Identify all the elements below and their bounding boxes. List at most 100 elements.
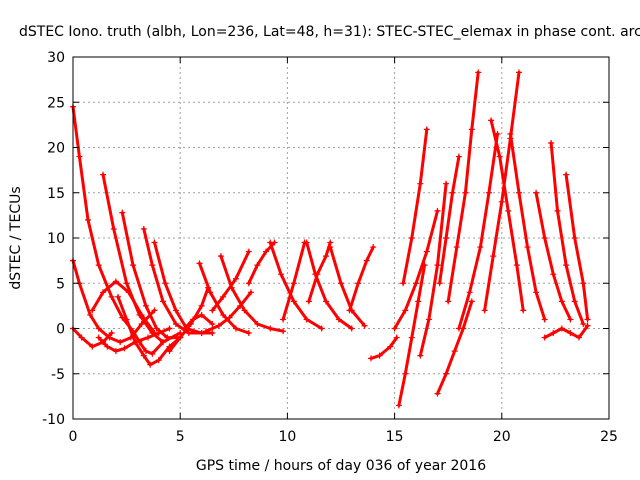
series-arc-10 bbox=[153, 241, 214, 335]
data-point bbox=[408, 235, 415, 241]
data-point bbox=[533, 189, 540, 196]
data-point bbox=[280, 316, 287, 323]
data-point bbox=[490, 253, 497, 260]
data-point bbox=[166, 325, 173, 332]
data-point bbox=[160, 339, 167, 346]
data-point bbox=[228, 284, 235, 291]
data-point bbox=[423, 248, 430, 255]
data-point bbox=[202, 328, 209, 335]
data-point bbox=[267, 239, 274, 246]
data-point bbox=[395, 402, 402, 409]
data-point bbox=[563, 262, 570, 269]
data-point bbox=[151, 239, 158, 246]
data-point bbox=[402, 370, 409, 377]
data-point bbox=[140, 352, 147, 359]
data-point bbox=[132, 339, 139, 346]
data-point bbox=[481, 307, 488, 314]
plot-frame bbox=[72, 56, 610, 420]
data-point bbox=[580, 320, 587, 327]
data-point bbox=[462, 189, 469, 196]
data-point bbox=[95, 334, 102, 341]
data-point bbox=[196, 260, 203, 267]
data-point bbox=[76, 153, 83, 160]
data-point bbox=[85, 216, 92, 223]
y-tick-label: 25 bbox=[47, 95, 65, 111]
data-point bbox=[434, 390, 441, 397]
data-point bbox=[160, 298, 167, 305]
data-point bbox=[505, 207, 512, 214]
data-point bbox=[198, 311, 205, 318]
data-point bbox=[95, 325, 102, 332]
data-point bbox=[515, 69, 522, 76]
data-point bbox=[145, 334, 152, 341]
data-point bbox=[207, 289, 214, 296]
data-point bbox=[335, 316, 342, 323]
series-arc-37 bbox=[549, 141, 585, 326]
data-point bbox=[147, 361, 154, 368]
data-point bbox=[254, 320, 261, 327]
data-point bbox=[112, 348, 119, 355]
data-point bbox=[142, 348, 149, 355]
data-point bbox=[402, 307, 409, 314]
data-point bbox=[558, 298, 565, 305]
series-arc-17 bbox=[247, 241, 276, 285]
data-point bbox=[466, 289, 473, 296]
data-point bbox=[387, 343, 394, 350]
data-point bbox=[280, 328, 287, 335]
data-point bbox=[361, 322, 368, 329]
data-point bbox=[115, 293, 122, 300]
data-point bbox=[155, 357, 162, 364]
data-point bbox=[550, 271, 557, 278]
data-point bbox=[108, 293, 115, 300]
data-point bbox=[220, 311, 227, 318]
data-point bbox=[119, 209, 126, 216]
data-point bbox=[290, 280, 297, 287]
data-point bbox=[496, 153, 503, 160]
data-point bbox=[322, 298, 329, 305]
data-point bbox=[100, 289, 107, 296]
data-point bbox=[533, 289, 540, 296]
data-point bbox=[507, 130, 514, 137]
data-point bbox=[417, 180, 424, 187]
data-point bbox=[327, 244, 334, 251]
data-point bbox=[434, 262, 441, 269]
data-point bbox=[87, 311, 94, 318]
series-arc-4 bbox=[90, 279, 156, 335]
data-point bbox=[455, 325, 462, 332]
data-point bbox=[172, 307, 179, 314]
series-arc-22 bbox=[328, 245, 367, 328]
data-point bbox=[563, 171, 570, 178]
data-point bbox=[232, 275, 239, 282]
data-point bbox=[241, 307, 248, 314]
data-point bbox=[217, 253, 224, 260]
y-tick-label: 10 bbox=[47, 231, 65, 247]
data-point bbox=[110, 225, 117, 232]
data-point bbox=[425, 316, 432, 323]
data-point bbox=[314, 271, 321, 278]
data-point bbox=[108, 330, 115, 337]
data-point bbox=[520, 307, 527, 314]
data-point bbox=[575, 334, 582, 341]
data-point bbox=[262, 248, 269, 255]
data-point bbox=[198, 302, 205, 309]
data-point bbox=[100, 171, 107, 178]
data-point bbox=[177, 334, 184, 341]
data-point bbox=[348, 325, 355, 332]
x-tick-label: 5 bbox=[176, 429, 185, 445]
data-point bbox=[136, 311, 143, 318]
data-point bbox=[162, 280, 169, 287]
data-point bbox=[449, 189, 456, 196]
data-point bbox=[477, 244, 484, 251]
data-point bbox=[318, 325, 325, 332]
data-point bbox=[584, 316, 591, 323]
series-arc-38 bbox=[543, 324, 590, 340]
data-point bbox=[567, 330, 574, 337]
data-point bbox=[417, 352, 424, 359]
data-point bbox=[488, 117, 495, 124]
data-point bbox=[140, 225, 147, 232]
data-point bbox=[138, 320, 145, 327]
series-arc-26 bbox=[401, 127, 429, 285]
y-axis-label: dSTEC / TECUs bbox=[8, 186, 24, 289]
series-arc-23 bbox=[348, 245, 375, 312]
